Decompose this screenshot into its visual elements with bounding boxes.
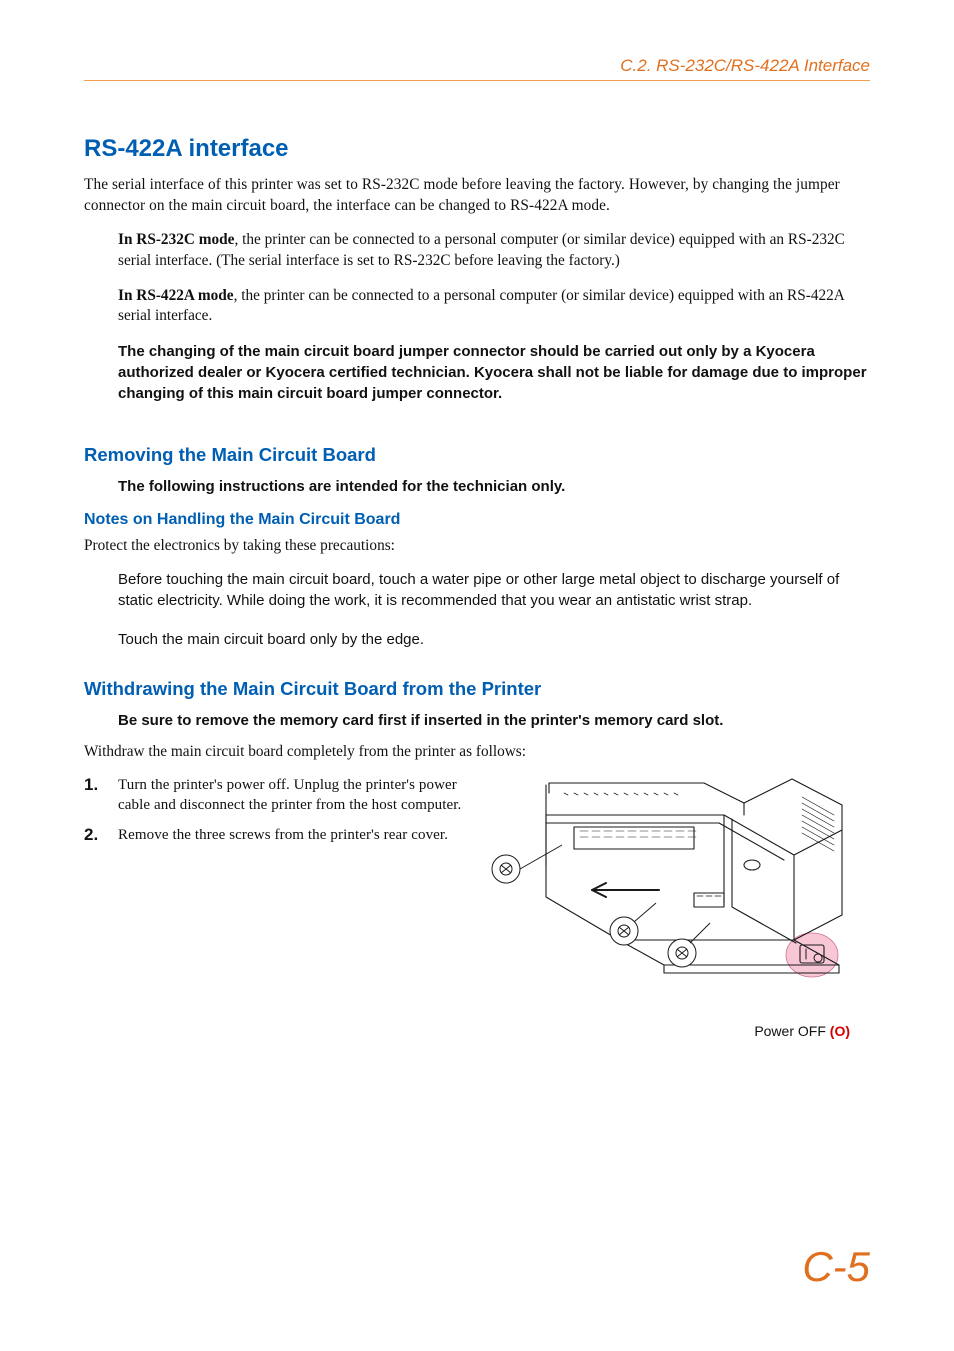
step-2-num: 2. — [84, 825, 118, 845]
mode-rs232c-label: In RS-232C mode — [118, 231, 234, 248]
step-2-text: Remove the three screws from the printer… — [118, 825, 448, 845]
memcard-note: Be sure to remove the memory card first … — [118, 712, 870, 729]
removing-heading: Removing the Main Circuit Board — [84, 444, 870, 466]
printer-drawing-icon — [484, 775, 864, 1015]
withdrawing-heading: Withdrawing the Main Circuit Board from … — [84, 678, 870, 700]
running-header: C.2. RS-232C/RS-422A Interface — [84, 56, 870, 81]
warning-paragraph: The changing of the main circuit board j… — [118, 341, 870, 404]
intro-paragraph: The serial interface of this printer was… — [84, 175, 870, 216]
printer-figure: Power OFF (O) — [484, 775, 870, 1039]
step-2: 2. Remove the three screws from the prin… — [84, 825, 474, 845]
precaution-1: Before touching the main circuit board, … — [118, 569, 870, 611]
step-1-text: Turn the printer's power off. Unplug the… — [118, 775, 474, 816]
mode-rs232c: In RS-232C mode, the printer can be conn… — [118, 230, 870, 271]
figure-caption: Power OFF (O) — [484, 1023, 870, 1039]
mode-rs422a: In RS-422A mode, the printer can be conn… — [118, 286, 870, 327]
technician-note: The following instructions are intended … — [118, 478, 870, 495]
precaution-2: Touch the main circuit board only by the… — [118, 629, 870, 650]
section-title: RS-422A interface — [84, 135, 870, 163]
withdraw-intro: Withdraw the main circuit board complete… — [84, 743, 870, 761]
precaution-intro: Protect the electronics by taking these … — [84, 537, 870, 555]
figure-caption-prefix: Power OFF — [754, 1023, 829, 1039]
running-header-text: C.2. RS-232C/RS-422A Interface — [620, 56, 870, 75]
step-1-num: 1. — [84, 775, 118, 816]
step-1: 1. Turn the printer's power off. Unplug … — [84, 775, 474, 816]
notes-heading: Notes on Handling the Main Circuit Board — [84, 511, 870, 529]
page-number: C-5 — [802, 1243, 870, 1291]
steps-column: 1. Turn the printer's power off. Unplug … — [84, 775, 474, 1039]
mode-rs422a-label: In RS-422A mode — [118, 287, 234, 304]
figure-caption-mark: (O) — [830, 1023, 850, 1039]
